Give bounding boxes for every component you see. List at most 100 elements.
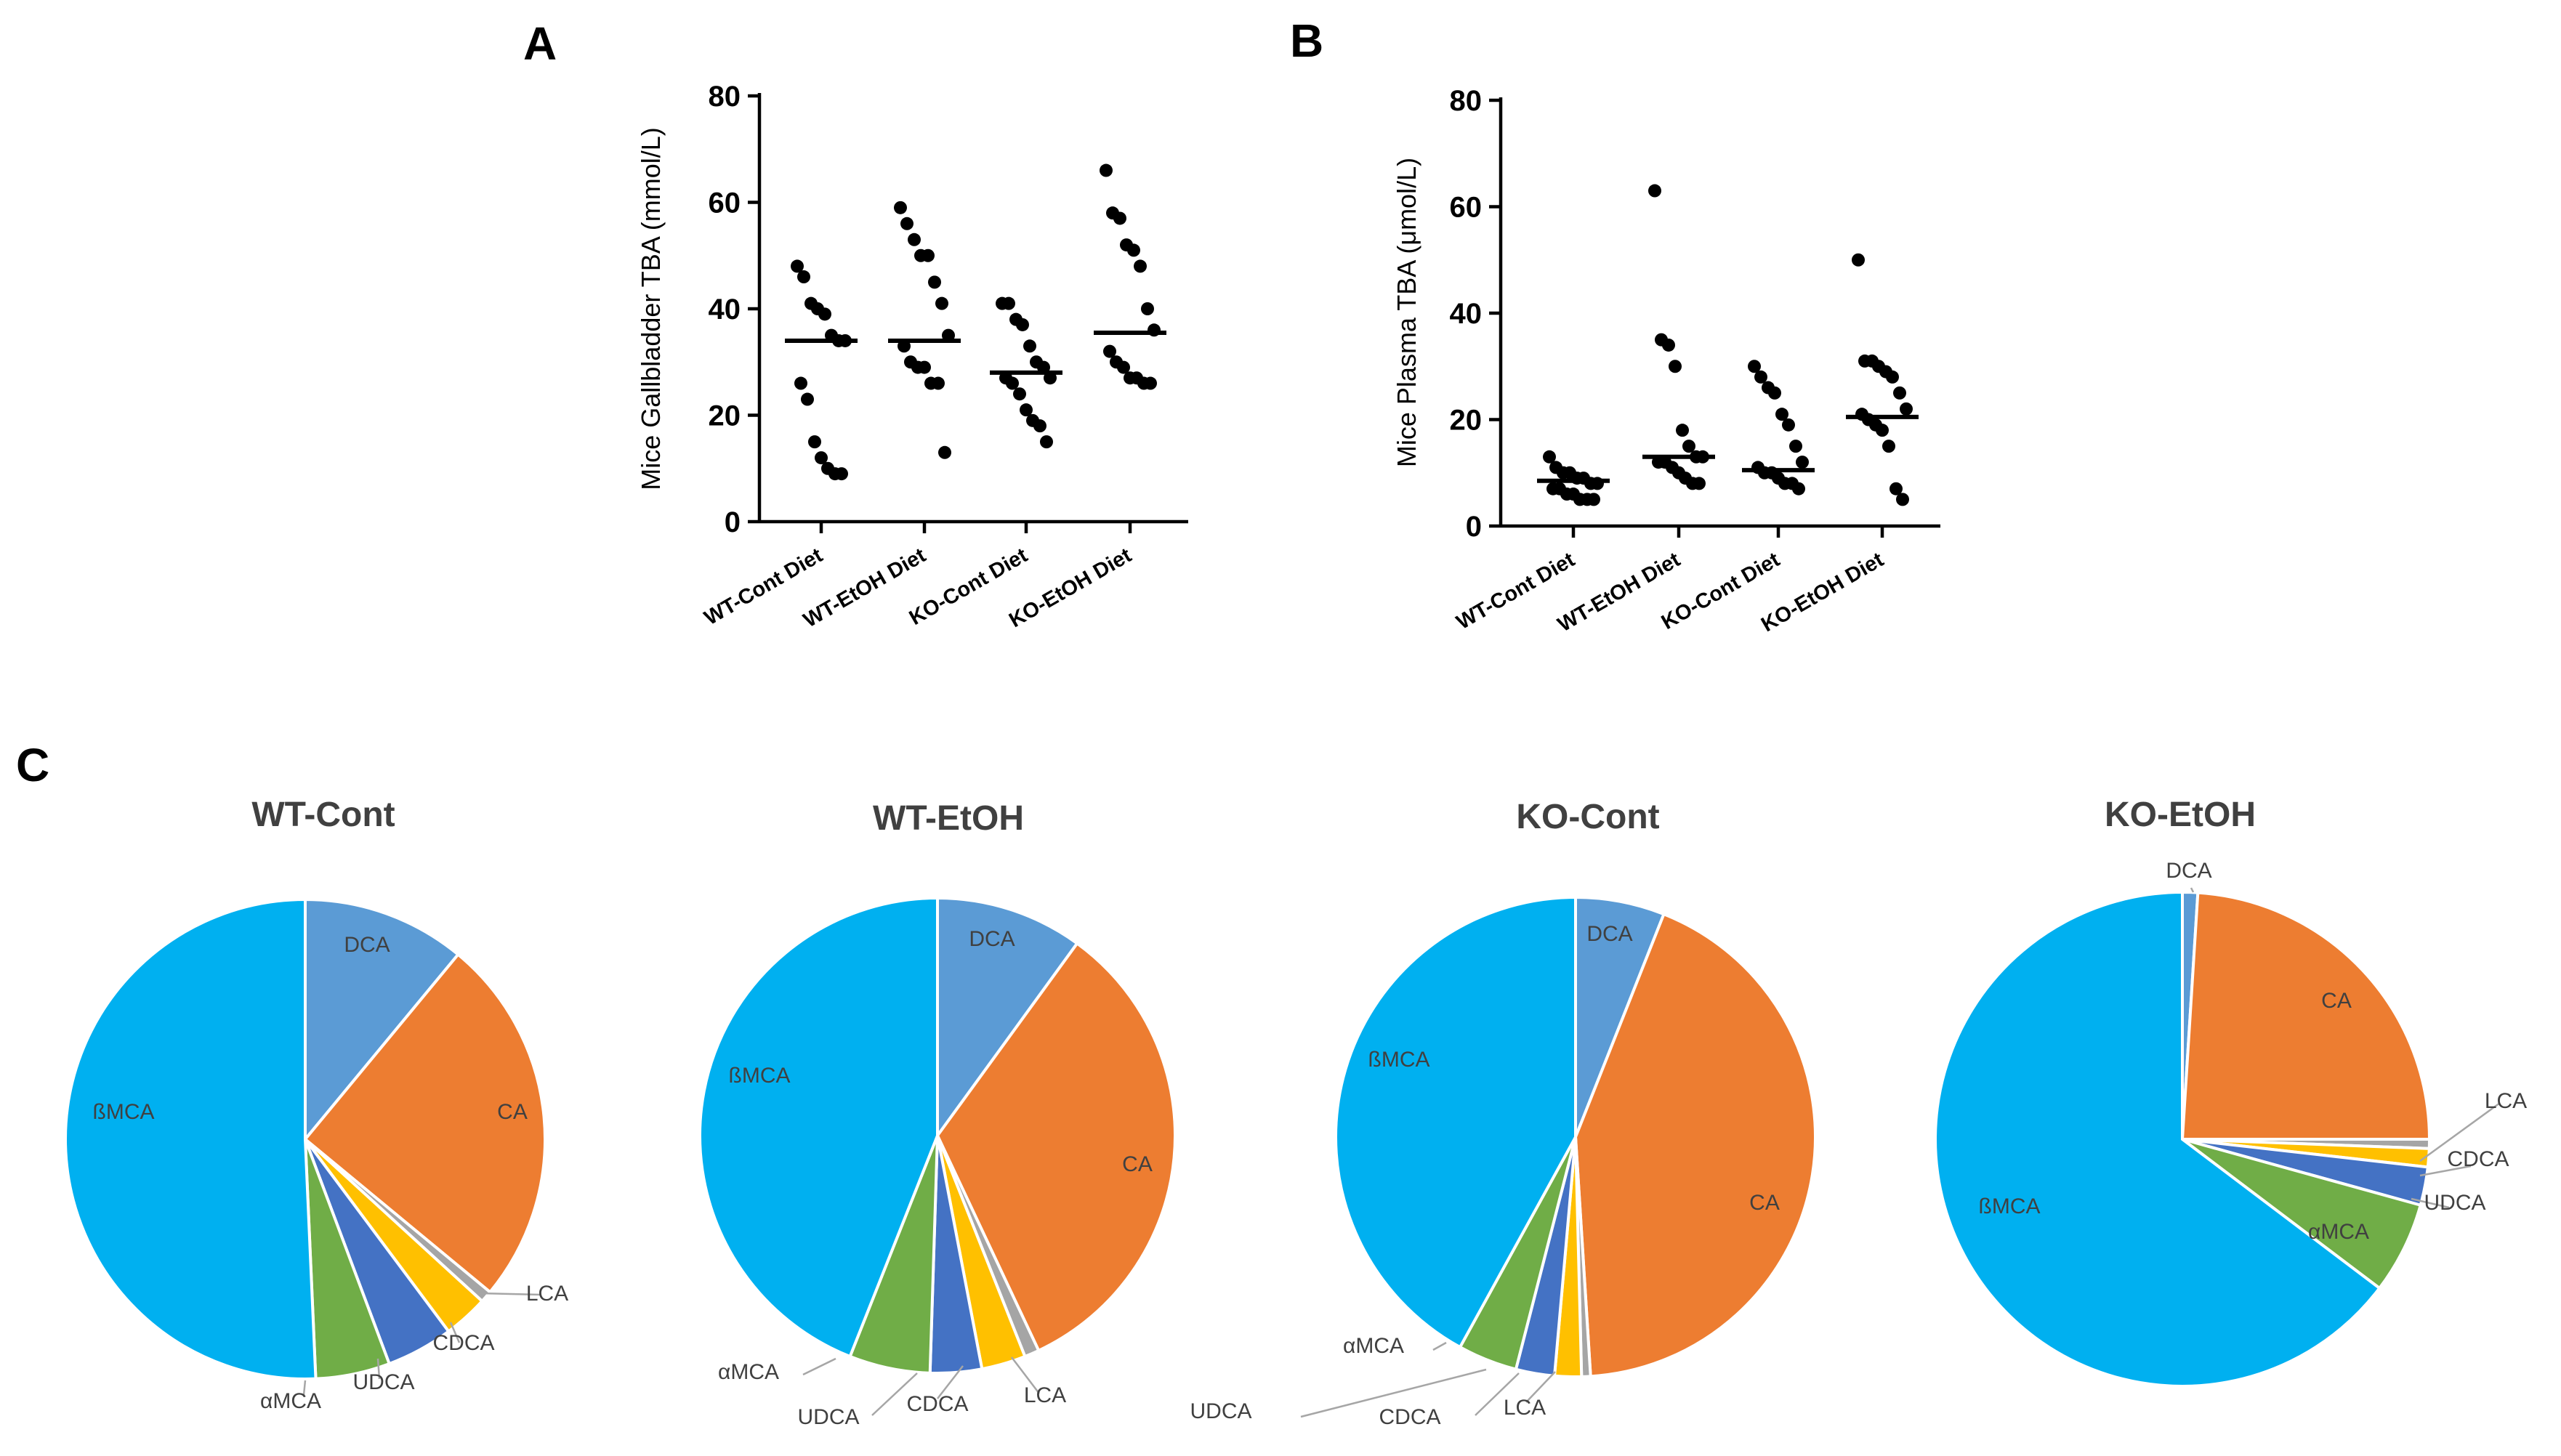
leader-line-mca — [1432, 1341, 1447, 1351]
pie-title: KO-Cont — [1516, 798, 1659, 836]
slice-label-mca: αMCA — [1343, 1334, 1404, 1358]
leader-line-mca — [302, 1380, 307, 1396]
data-point-ko-cont-diet — [1792, 482, 1805, 496]
data-point-wt-etoh-diet — [918, 360, 931, 374]
data-point-ko-cont-diet — [1033, 419, 1046, 433]
slice-label-mca: αMCA — [2308, 1220, 2369, 1244]
y-tick-label: 60 — [709, 187, 741, 219]
data-point-ko-etoh-diet — [1144, 376, 1157, 390]
pie-slice-dca — [304, 897, 461, 1144]
slice-label-udca: UDCA — [1190, 1399, 1251, 1423]
leader-line-cdca — [449, 1322, 461, 1343]
data-point-wt-etoh-diet — [1682, 440, 1695, 453]
y-tick-label: 40 — [1450, 298, 1483, 330]
data-point-wt-etoh-diet — [935, 296, 948, 310]
data-point-wt-etoh-diet — [900, 217, 914, 230]
data-point-wt-etoh-diet — [932, 376, 945, 390]
slice-label-mca: αMCA — [260, 1389, 321, 1413]
panel-letter-c: C — [16, 739, 49, 791]
panel-letter-a: A — [523, 17, 557, 70]
data-point-ko-etoh-diet — [1890, 482, 1903, 496]
pie-slice-mca — [698, 896, 939, 1359]
slice-label-mca: ßMCA — [729, 1064, 791, 1088]
slice-label-cdca: CDCA — [2447, 1147, 2509, 1171]
data-point-wt-etoh-diet — [908, 232, 921, 246]
data-point-wt-etoh-diet — [1648, 184, 1661, 198]
data-point-wt-cont-diet — [1587, 493, 1600, 506]
slice-label-lca: LCA — [1504, 1396, 1546, 1420]
data-point-ko-cont-diet — [1782, 418, 1795, 432]
data-point-ko-cont-diet — [1023, 339, 1036, 353]
data-point-wt-etoh-diet — [1676, 424, 1689, 437]
y-tick-label: 0 — [1466, 511, 1482, 543]
data-point-wt-cont-diet — [794, 376, 807, 390]
pie-slice-mca — [1334, 895, 1577, 1349]
leader-line-cdca — [1475, 1372, 1520, 1416]
slice-label-lca: LCA — [2485, 1089, 2527, 1113]
data-point-ko-etoh-diet — [1896, 493, 1909, 506]
leader-line-mca — [802, 1357, 836, 1376]
data-point-ko-etoh-diet — [1127, 243, 1140, 257]
data-point-ko-etoh-diet — [1852, 253, 1865, 267]
data-point-ko-cont-diet — [1040, 435, 1053, 449]
data-point-ko-etoh-diet — [1113, 211, 1126, 225]
slice-label-cdca: CDCA — [432, 1331, 494, 1355]
slice-label-mca: ßMCA — [1368, 1048, 1430, 1072]
leader-line-udca — [2411, 1197, 2450, 1209]
data-point-ko-etoh-diet — [1882, 440, 1895, 453]
leader-line-lca — [2419, 1101, 2501, 1162]
pie-slice-mca — [64, 897, 318, 1380]
y-tick-label: 0 — [725, 506, 741, 538]
slice-label-dca: DCA — [1586, 922, 1632, 946]
leader-line-udca — [1300, 1368, 1487, 1418]
data-point-ko-cont-diet — [1789, 440, 1802, 453]
data-point-ko-cont-diet — [1020, 403, 1033, 417]
data-point-ko-cont-diet — [1768, 386, 1781, 400]
y-axis-title: Mice Gallbladder TBA (mmol/L) — [636, 127, 666, 490]
data-point-ko-cont-diet — [1016, 318, 1029, 331]
leader-line-cdca — [2419, 1165, 2472, 1177]
data-point-wt-cont-diet — [797, 270, 810, 284]
leader-line-udca — [871, 1372, 918, 1416]
y-tick-label: 40 — [709, 294, 741, 325]
slice-label-dca: DCA — [344, 933, 390, 957]
slice-label-cdca: CDCA — [1379, 1405, 1440, 1429]
slice-label-ca: CA — [497, 1100, 528, 1124]
leader-line-udca — [376, 1358, 381, 1380]
data-point-wt-cont-diet — [818, 307, 831, 321]
data-point-ko-cont-diet — [1748, 360, 1761, 373]
slice-label-udca: UDCA — [797, 1405, 859, 1429]
leader-line-lca — [479, 1292, 542, 1296]
data-point-wt-etoh-diet — [1669, 360, 1682, 373]
data-point-ko-cont-diet — [1006, 376, 1019, 390]
data-point-wt-etoh-diet — [894, 201, 907, 214]
slice-label-mca: ßMCA — [93, 1100, 155, 1124]
slice-label-mca: αMCA — [718, 1360, 779, 1384]
data-point-ko-cont-diet — [1002, 296, 1015, 310]
y-tick-label: 20 — [709, 400, 741, 432]
slice-label-ca: CA — [2321, 989, 2352, 1013]
slice-label-ca: CA — [1749, 1191, 1780, 1215]
slice-label-lca: LCA — [1024, 1383, 1066, 1407]
slice-label-ca: CA — [1122, 1152, 1153, 1176]
leader-line-lca — [1011, 1356, 1040, 1394]
pie-slice-ca — [2180, 891, 2432, 1141]
pie-chart-wt-etoh: WT-EtOH DCA CA LCA CDCA UDCA αMCA ßMCA — [698, 799, 1177, 1429]
data-point-wt-cont-diet — [808, 435, 821, 449]
slice-label-cdca: CDCA — [906, 1392, 968, 1416]
data-point-ko-cont-diet — [1013, 387, 1026, 401]
data-point-wt-etoh-diet — [928, 275, 941, 289]
y-tick-label: 80 — [709, 81, 741, 113]
data-point-wt-cont-diet — [801, 392, 814, 406]
data-point-wt-cont-diet — [1543, 450, 1556, 464]
slice-label-dca: DCA — [2166, 859, 2211, 883]
slice-label-dca: DCA — [969, 927, 1015, 951]
pie-chart-ko-etoh: KO-EtOH DCA CA LCA CDCA UDCA αMCA ßMCA — [1934, 796, 2527, 1388]
y-tick-label: 80 — [1450, 85, 1483, 117]
pie-slice-ca — [1573, 912, 1818, 1378]
pie-title: WT-Cont — [251, 796, 395, 834]
data-point-ko-etoh-diet — [1100, 163, 1113, 177]
data-point-wt-etoh-diet — [921, 248, 935, 262]
